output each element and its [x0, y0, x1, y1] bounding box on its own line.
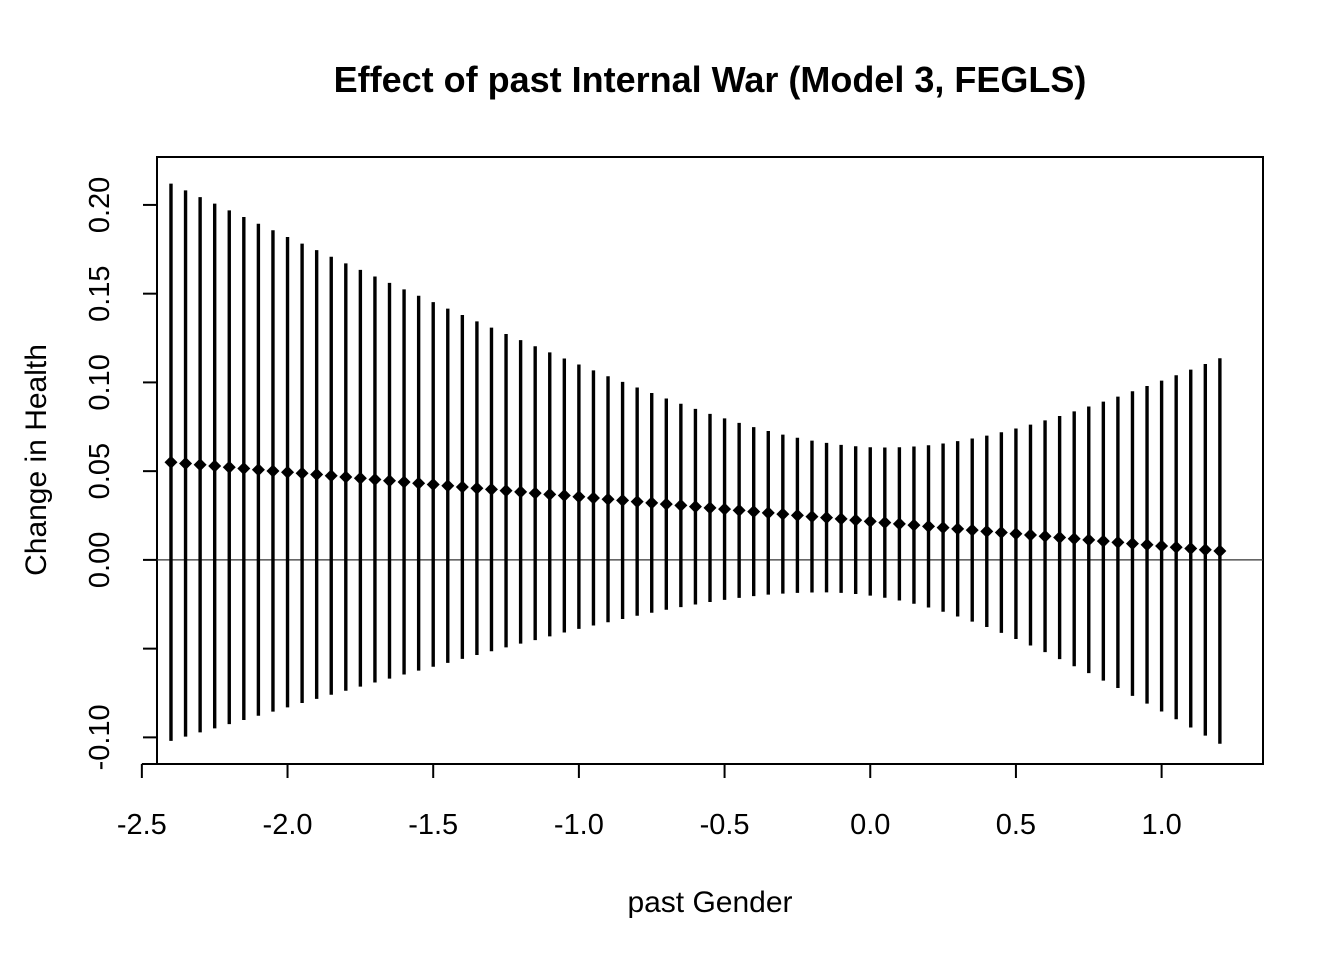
estimate-point	[703, 501, 717, 515]
estimate-point	[776, 507, 790, 521]
estimate-point	[907, 518, 921, 532]
estimate-point	[688, 500, 702, 514]
estimate-point	[383, 474, 397, 488]
estimate-point	[251, 463, 265, 477]
estimate-point	[353, 471, 367, 485]
estimate-point	[1038, 529, 1052, 543]
x-tick-label: 0.5	[996, 809, 1036, 841]
estimate-point	[164, 455, 178, 469]
estimate-point	[295, 466, 309, 480]
estimate-point	[790, 508, 804, 522]
estimate-point	[718, 502, 732, 516]
estimate-point	[426, 477, 440, 491]
estimate-point	[1053, 531, 1067, 545]
estimate-point	[1184, 542, 1198, 556]
x-tick-label: 0.0	[850, 809, 890, 841]
y-axis-title: Change in Health	[20, 344, 53, 576]
estimate-point	[586, 491, 600, 505]
estimate-point	[1213, 544, 1227, 558]
estimate-point	[324, 469, 338, 483]
y-tick-label: 0.20	[84, 177, 116, 233]
x-tick-label: -0.5	[700, 809, 750, 841]
estimate-point	[1096, 534, 1110, 548]
estimate-point	[339, 470, 353, 484]
estimate-point	[951, 522, 965, 536]
y-tick-label: -0.10	[84, 704, 116, 770]
estimate-point	[1082, 533, 1096, 547]
estimate-point	[732, 503, 746, 517]
estimate-point	[543, 487, 557, 501]
x-tick-label: 1.0	[1141, 809, 1181, 841]
estimate-point	[630, 495, 644, 509]
confidence-interval-bars	[169, 183, 1222, 744]
y-axis: -0.10 0.00 0.05 0.10 0.15 0.20	[84, 177, 158, 770]
estimate-point	[747, 505, 761, 519]
estimate-point	[441, 479, 455, 493]
estimate-point	[936, 521, 950, 535]
estimate-point	[208, 459, 222, 473]
estimate-point	[266, 464, 280, 478]
x-tick-label: -2.5	[117, 809, 167, 841]
estimate-point	[965, 523, 979, 537]
estimate-point	[1111, 535, 1125, 549]
estimate-point	[849, 513, 863, 527]
estimate-point	[557, 488, 571, 502]
estimate-point	[863, 514, 877, 528]
estimate-point	[980, 524, 994, 538]
estimate-point	[281, 465, 295, 479]
estimate-point	[514, 485, 528, 499]
estimate-point	[878, 516, 892, 530]
estimate-point	[528, 486, 542, 500]
estimate-point	[1169, 540, 1183, 554]
estimate-point	[397, 475, 411, 489]
estimate-point	[674, 498, 688, 512]
estimate-point	[222, 460, 236, 474]
point-estimates	[164, 455, 1227, 558]
y-tick-label: 0.05	[84, 443, 116, 499]
estimate-point	[484, 482, 498, 496]
estimate-point	[820, 511, 834, 525]
estimate-point	[922, 519, 936, 533]
estimate-point	[1125, 537, 1139, 551]
estimate-point	[994, 526, 1008, 540]
estimate-point	[572, 490, 586, 504]
estimate-point	[616, 493, 630, 507]
estimate-point	[1198, 543, 1212, 557]
estimate-point	[412, 476, 426, 490]
y-tick-label: 0.00	[84, 532, 116, 588]
estimate-point	[470, 481, 484, 495]
estimate-point	[499, 484, 513, 498]
estimate-point	[645, 496, 659, 510]
estimate-point	[1155, 539, 1169, 553]
estimate-point	[1023, 528, 1037, 542]
y-tick-label: 0.10	[84, 354, 116, 410]
x-axis: -2.5 -2.0 -1.5 -1.0 -0.5 0.0 0.5 1.0	[117, 763, 1182, 841]
estimate-point	[237, 461, 251, 475]
x-axis-title: past Gender	[627, 886, 792, 919]
estimate-point	[834, 512, 848, 526]
x-tick-label: -1.0	[554, 809, 604, 841]
estimate-point	[193, 458, 207, 472]
estimate-point	[761, 506, 775, 520]
estimate-point	[368, 472, 382, 486]
estimate-point	[659, 497, 673, 511]
estimate-point	[1140, 538, 1154, 552]
estimate-point	[310, 468, 324, 482]
estimate-point	[1009, 527, 1023, 541]
estimate-point	[601, 492, 615, 506]
estimate-point	[1067, 532, 1081, 546]
estimate-point	[892, 517, 906, 531]
estimate-point	[179, 457, 193, 471]
y-tick-label: 0.15	[84, 265, 116, 321]
chart-title: Effect of past Internal War (Model 3, FE…	[334, 59, 1087, 100]
estimate-point	[455, 480, 469, 494]
estimate-point	[805, 510, 819, 524]
x-tick-label: -1.5	[408, 809, 458, 841]
x-tick-label: -2.0	[263, 809, 313, 841]
